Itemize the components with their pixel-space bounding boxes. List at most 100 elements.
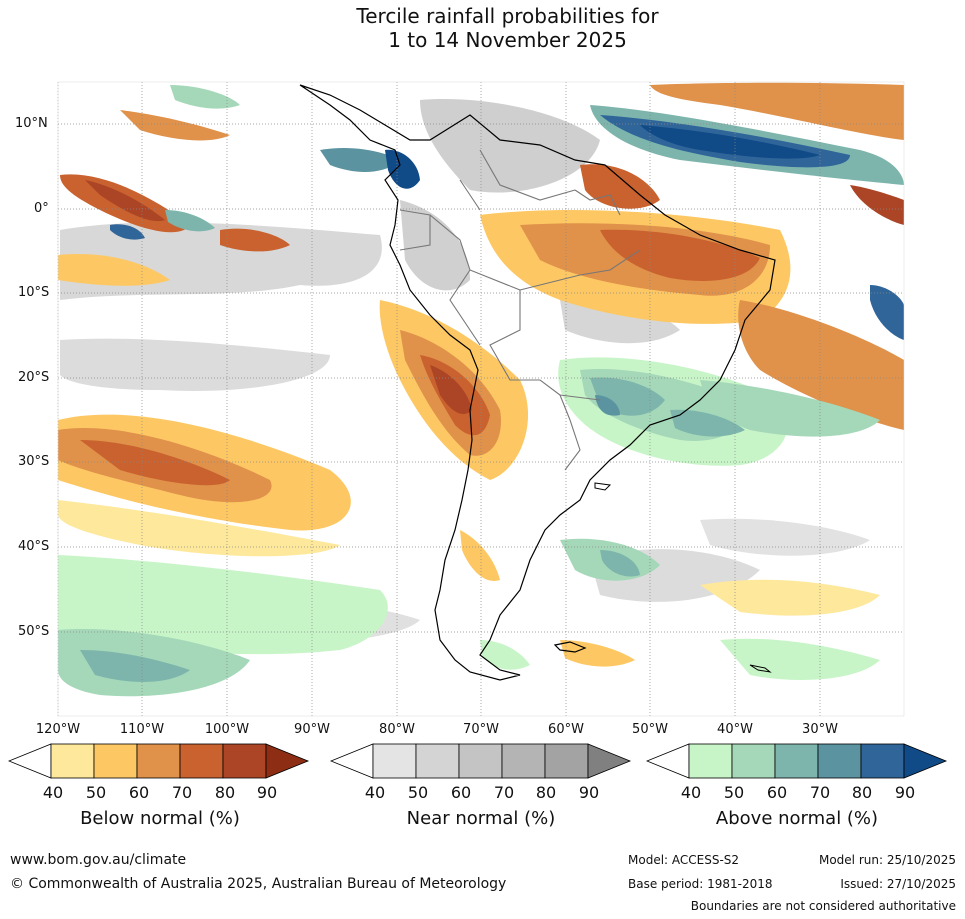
lat-label-40s: 40°S bbox=[18, 539, 50, 554]
below-normal-patch bbox=[80, 440, 230, 486]
below-normal-patch bbox=[700, 579, 880, 616]
model-text: Model: ACCESS-S2 bbox=[628, 853, 740, 867]
below-normal-colorbar bbox=[8, 743, 310, 779]
lon-label-60w: 60°W bbox=[548, 722, 584, 737]
above-normal-patch bbox=[320, 148, 400, 172]
coastline bbox=[749, 664, 772, 673]
below-normal-patch bbox=[560, 640, 635, 667]
below-normal-patch bbox=[85, 180, 165, 222]
near-normal-title: Near normal (%) bbox=[406, 808, 556, 829]
issued-text: Issued: 27/10/2025 bbox=[840, 877, 956, 891]
lat-label-10s: 10°S bbox=[18, 285, 50, 300]
colorbar-segment bbox=[50, 743, 95, 779]
lon-label-70w: 70°W bbox=[463, 722, 499, 737]
colorbar-tick: 90 bbox=[578, 783, 600, 802]
above-normal-patch bbox=[700, 380, 880, 437]
below-normal-patch bbox=[220, 228, 290, 252]
lon-label-120w: 120°W bbox=[35, 722, 81, 737]
colorbar-segment bbox=[136, 743, 181, 779]
colorbar-segment bbox=[415, 743, 460, 779]
map-title-line1: Tercile rainfall probabilities for bbox=[356, 4, 659, 28]
colorbar-tick: 90 bbox=[894, 783, 916, 802]
colorbar-tick: 70 bbox=[171, 783, 193, 802]
coastline bbox=[299, 84, 776, 681]
lon-label-110w: 110°W bbox=[119, 722, 165, 737]
below-normal-title: Below normal (%) bbox=[80, 808, 240, 829]
colorbar-low-arrow bbox=[330, 743, 374, 779]
colorbar-high-arrow bbox=[903, 743, 948, 779]
colorbar-tick: 70 bbox=[809, 783, 831, 802]
near-normal-patch bbox=[420, 99, 600, 193]
colorbar-tick: 80 bbox=[214, 783, 236, 802]
above-normal-patch bbox=[80, 650, 190, 682]
colorbar-tick: 40 bbox=[364, 783, 386, 802]
above-normal-patch bbox=[385, 149, 420, 189]
coastline bbox=[594, 482, 612, 491]
above-normal-colorbar bbox=[646, 743, 948, 779]
colorbar-tick: 40 bbox=[680, 783, 702, 802]
lon-label-50w: 50°W bbox=[632, 722, 668, 737]
above-normal-patch bbox=[110, 224, 145, 240]
above-normal-patch bbox=[640, 125, 820, 159]
colorbar-segment bbox=[222, 743, 267, 779]
website-link[interactable]: www.bom.gov.au/climate bbox=[10, 852, 187, 868]
model-run-text: Model run: 25/10/2025 bbox=[818, 853, 956, 867]
colorbar-tick: 50 bbox=[85, 783, 107, 802]
colorbar-tick: 50 bbox=[723, 783, 745, 802]
colorbar-high-arrow bbox=[265, 743, 310, 779]
near-normal-colorbar bbox=[330, 743, 632, 779]
colorbar-segment bbox=[817, 743, 862, 779]
above-normal-patch bbox=[870, 285, 904, 340]
plot-frame bbox=[57, 81, 905, 717]
colorbar-segment bbox=[860, 743, 905, 779]
above-normal-patch bbox=[165, 210, 215, 232]
lat-label-50s: 50°S bbox=[18, 624, 50, 639]
colorbar-tick: 40 bbox=[42, 783, 64, 802]
colorbar-tick: 50 bbox=[407, 783, 429, 802]
colorbar-tick: 80 bbox=[535, 783, 557, 802]
colorbar-segment bbox=[501, 743, 546, 779]
colorbar-segment bbox=[179, 743, 224, 779]
colorbar-tick: 60 bbox=[450, 783, 472, 802]
above-normal-patch bbox=[170, 85, 240, 109]
colorbar-segment bbox=[688, 743, 733, 779]
above-normal-patch bbox=[58, 555, 388, 655]
base-period-text: Base period: 1981-2018 bbox=[628, 877, 773, 891]
colorbar-segment bbox=[731, 743, 776, 779]
above-normal-patch bbox=[670, 409, 745, 437]
near-normal-patch bbox=[400, 200, 470, 291]
below-normal-patch bbox=[650, 82, 904, 140]
colorbar-tick: 70 bbox=[493, 783, 515, 802]
map-title-line2: 1 to 14 November 2025 bbox=[388, 28, 627, 52]
above-normal-patch bbox=[595, 395, 620, 416]
colorbar-segment bbox=[544, 743, 589, 779]
lat-label-30s: 30°S bbox=[18, 454, 50, 469]
colorbar-segment bbox=[458, 743, 503, 779]
above-normal-patch bbox=[480, 640, 530, 670]
colorbar-tick: 80 bbox=[851, 783, 873, 802]
colorbar-segment bbox=[93, 743, 138, 779]
above-normal-title: Above normal (%) bbox=[715, 808, 879, 829]
below-normal-patch bbox=[850, 185, 904, 225]
above-normal-patch bbox=[720, 638, 880, 680]
below-normal-patch bbox=[430, 365, 472, 415]
lon-label-90w: 90°W bbox=[294, 722, 330, 737]
coastline bbox=[553, 641, 587, 653]
colorbar-segment bbox=[372, 743, 417, 779]
colorbar-low-arrow bbox=[646, 743, 690, 779]
colorbar-segment bbox=[774, 743, 819, 779]
lat-label-20s: 20°S bbox=[18, 370, 50, 385]
below-normal-patch bbox=[460, 530, 500, 581]
near-normal-patch bbox=[560, 299, 680, 344]
colorbar-tick: 60 bbox=[128, 783, 150, 802]
lat-label-0: 0° bbox=[34, 201, 49, 216]
lon-label-40w: 40°W bbox=[717, 722, 753, 737]
copyright-text: © Commonwealth of Australia 2025, Austra… bbox=[10, 876, 507, 892]
country-boundary bbox=[399, 149, 641, 471]
colorbar-tick: 60 bbox=[766, 783, 788, 802]
lon-label-100w: 100°W bbox=[204, 722, 250, 737]
colorbar-tick: 90 bbox=[256, 783, 278, 802]
boundaries-disclaimer: Boundaries are not considered authoritat… bbox=[690, 899, 956, 913]
lon-label-30w: 30°W bbox=[802, 722, 838, 737]
